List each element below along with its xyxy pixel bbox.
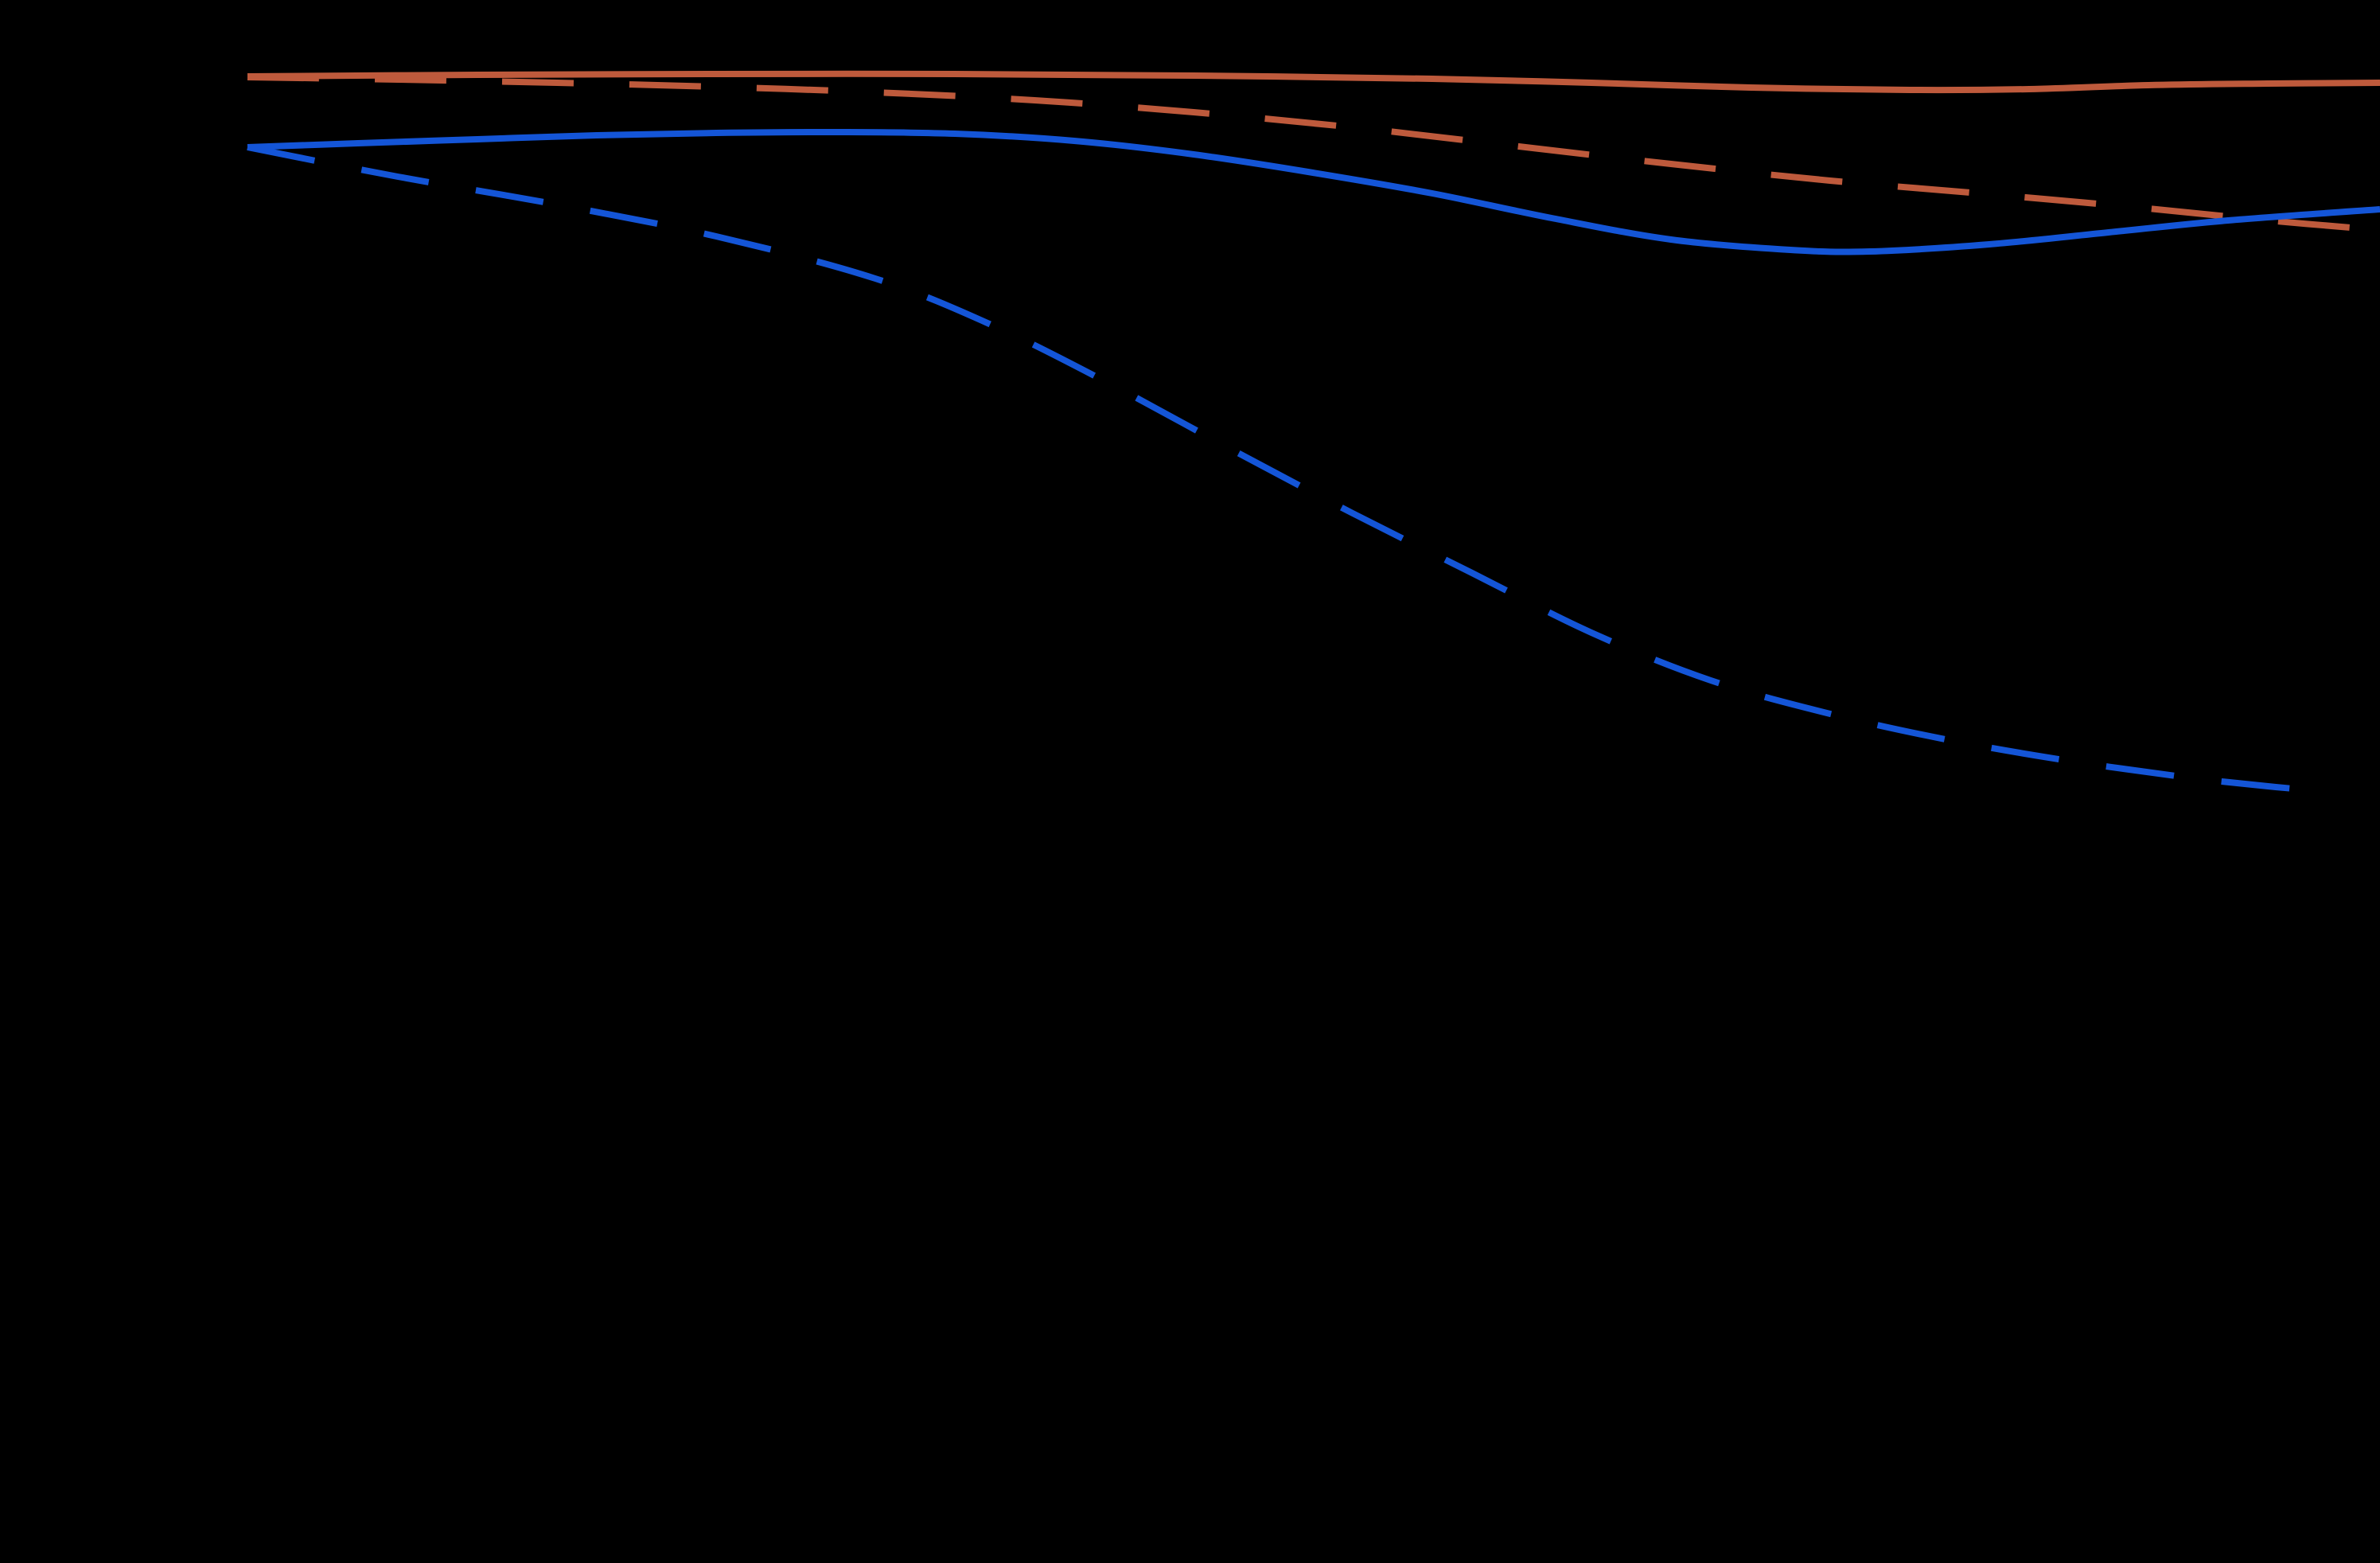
series-blue-dashed [247, 144, 2319, 793]
series-blue-solid [247, 128, 2380, 255]
series-orange-solid [247, 70, 2380, 94]
series-orange-dashed [247, 74, 2380, 233]
